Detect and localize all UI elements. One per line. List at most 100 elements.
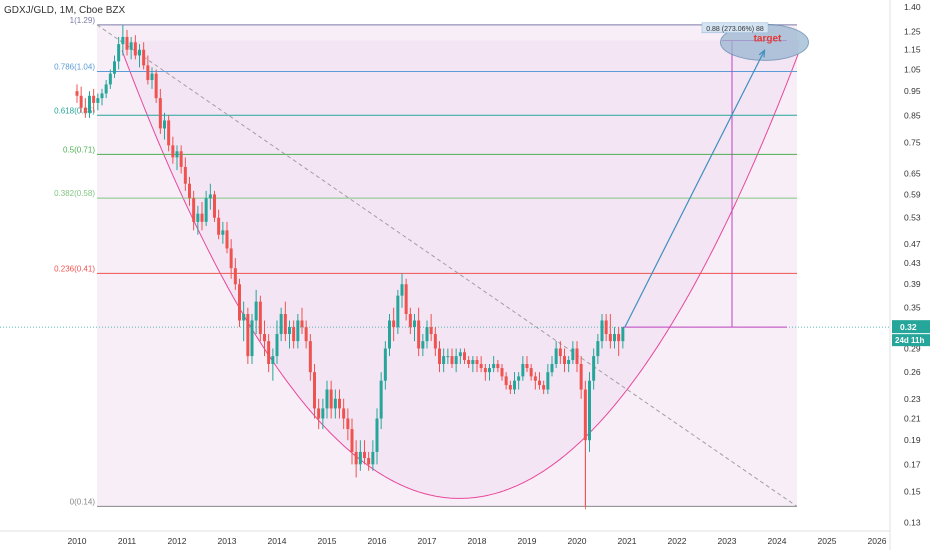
candle-body	[192, 198, 196, 222]
x-tick-label: 2013	[218, 536, 237, 546]
y-tick-label: 0.43	[904, 258, 921, 268]
candle-body	[183, 166, 187, 184]
candle-body	[313, 372, 316, 409]
candle-body	[108, 73, 112, 85]
candle-body	[404, 284, 408, 314]
candle-body	[583, 389, 587, 441]
candle-body	[104, 84, 108, 94]
parabola-curve	[121, 50, 799, 499]
candle-body	[425, 327, 429, 342]
candle-body	[179, 151, 183, 167]
x-tick-label: 2019	[518, 536, 537, 546]
fib-level-label: 0(0.14)	[70, 497, 96, 506]
candle-body	[113, 61, 116, 74]
candle-body	[354, 451, 358, 465]
candle-body	[138, 49, 141, 56]
y-tick-label: 1.40	[904, 2, 921, 12]
candle-body	[396, 295, 400, 328]
candle-body	[250, 320, 254, 357]
candle-body	[188, 183, 191, 199]
x-tick-label: 2015	[318, 536, 337, 546]
candle-body	[475, 360, 479, 364]
y-tick-label: 0.95	[904, 86, 921, 96]
candle-body	[450, 356, 454, 364]
candle-body	[517, 376, 521, 381]
candle-body	[608, 334, 612, 342]
candle-body	[121, 36, 125, 45]
y-tick-label: 0.75	[904, 137, 921, 147]
candle-body	[146, 65, 150, 81]
candle-body	[117, 44, 121, 62]
candle-body	[588, 380, 591, 441]
candle-body	[358, 451, 362, 465]
candle-body	[538, 380, 541, 386]
candle-body	[279, 313, 283, 335]
fib-level-label: 0.786(1.04)	[54, 63, 95, 72]
y-tick-label: 0.85	[904, 110, 921, 120]
y-tick-label: 0.21	[904, 413, 921, 423]
candle-body	[175, 151, 179, 158]
candle-body	[550, 363, 554, 373]
current-price-label: 0.32	[900, 322, 917, 332]
candle-body	[288, 327, 291, 335]
candle-body	[242, 313, 246, 321]
candle-body	[592, 356, 596, 381]
candle-body	[521, 363, 525, 377]
candle-body	[346, 418, 350, 430]
candle-body	[463, 352, 466, 361]
candle-body	[617, 334, 621, 342]
y-tick-label: 0.13	[904, 517, 921, 527]
candle-body	[171, 145, 175, 158]
candle-body	[492, 363, 496, 369]
candle-body	[371, 451, 375, 465]
fib-level-label: 0.382(0.58)	[54, 189, 95, 198]
candle-body	[367, 458, 371, 465]
x-tick-label: 2020	[568, 536, 587, 546]
candle-body	[417, 320, 421, 349]
candle-body	[79, 95, 83, 108]
candle-body	[329, 389, 333, 409]
candle-body	[246, 313, 250, 357]
projection-arrow	[624, 50, 766, 328]
candle-body	[350, 429, 354, 452]
candle-body	[200, 213, 204, 222]
candle-body	[575, 348, 579, 364]
candle-body	[254, 301, 258, 321]
candle-body	[158, 98, 162, 129]
candle-body	[133, 42, 137, 56]
candle-body	[208, 194, 212, 199]
candle-body	[571, 348, 575, 361]
candle-body	[483, 368, 487, 373]
candle-body	[429, 327, 433, 335]
candle-body	[129, 42, 133, 50]
fib-level-label: 0.236(0.41)	[54, 264, 95, 273]
candle-body	[300, 320, 304, 328]
parabola-fill	[122, 40, 800, 499]
candle-body	[438, 348, 441, 364]
candle-body	[213, 194, 216, 218]
candle-body	[83, 107, 87, 113]
candle-body	[283, 313, 287, 335]
candle-body	[546, 372, 550, 390]
candle-body	[504, 376, 508, 386]
candle-body	[267, 341, 271, 364]
y-tick-label: 0.15	[904, 486, 921, 496]
candle-body	[413, 320, 416, 328]
chart-title: GDXJ/GLD, 1M, Cboe BZX	[4, 5, 125, 16]
candle-body	[433, 334, 437, 349]
candle-body	[558, 348, 562, 357]
candle-body	[96, 98, 100, 103]
y-tick-label: 0.19	[904, 435, 921, 445]
candle-body	[238, 284, 241, 321]
y-tick-label: 0.65	[904, 168, 921, 178]
y-tick-label: 0.29	[904, 343, 921, 353]
y-tick-label: 1.15	[904, 45, 921, 55]
candle-body	[525, 363, 529, 369]
candle-body	[258, 301, 262, 335]
candle-body	[317, 408, 321, 419]
countdown-label: 24d 11h	[895, 336, 924, 345]
trendline-dashed	[96, 24, 798, 507]
candle-body	[442, 356, 446, 364]
